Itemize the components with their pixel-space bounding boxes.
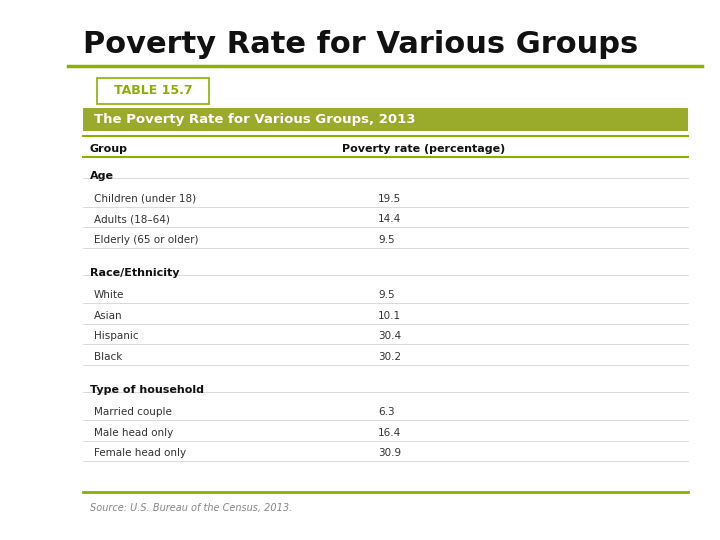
Text: Hispanic: Hispanic: [94, 332, 138, 341]
Text: Children (under 18): Children (under 18): [94, 194, 196, 204]
Text: TABLE 15.7: TABLE 15.7: [114, 84, 192, 98]
Text: Married couple: Married couple: [94, 408, 171, 417]
Text: Black: Black: [94, 352, 122, 362]
Text: 10.1: 10.1: [378, 311, 401, 321]
Text: Source: U.S. Bureau of the Census, 2013.: Source: U.S. Bureau of the Census, 2013.: [90, 503, 292, 512]
Text: Age: Age: [90, 171, 114, 181]
Text: Female head only: Female head only: [94, 449, 186, 458]
Text: Poverty rate (percentage): Poverty rate (percentage): [342, 144, 505, 154]
Text: White: White: [94, 291, 124, 300]
Text: Race/Ethnicity: Race/Ethnicity: [90, 268, 179, 278]
Text: Male head only: Male head only: [94, 428, 173, 438]
Text: 16.4: 16.4: [378, 428, 401, 438]
Text: Adults (18–64): Adults (18–64): [94, 214, 169, 225]
Text: Type of household: Type of household: [90, 385, 204, 395]
Text: 30.9: 30.9: [378, 449, 401, 458]
Text: The Poverty Rate for Various Groups, 2013: The Poverty Rate for Various Groups, 201…: [94, 113, 415, 126]
Text: 9.5: 9.5: [378, 291, 395, 300]
Text: Asian: Asian: [94, 311, 122, 321]
Text: Poverty Rate for Various Groups: Poverty Rate for Various Groups: [83, 30, 638, 59]
Text: 14.4: 14.4: [378, 214, 401, 225]
Text: 9.5: 9.5: [378, 235, 395, 245]
Text: 30.2: 30.2: [378, 352, 401, 362]
Text: 6.3: 6.3: [378, 408, 395, 417]
Text: Elderly (65 or older): Elderly (65 or older): [94, 235, 198, 245]
Text: 19.5: 19.5: [378, 194, 401, 204]
Text: 30.4: 30.4: [378, 332, 401, 341]
Text: Group: Group: [90, 144, 128, 154]
